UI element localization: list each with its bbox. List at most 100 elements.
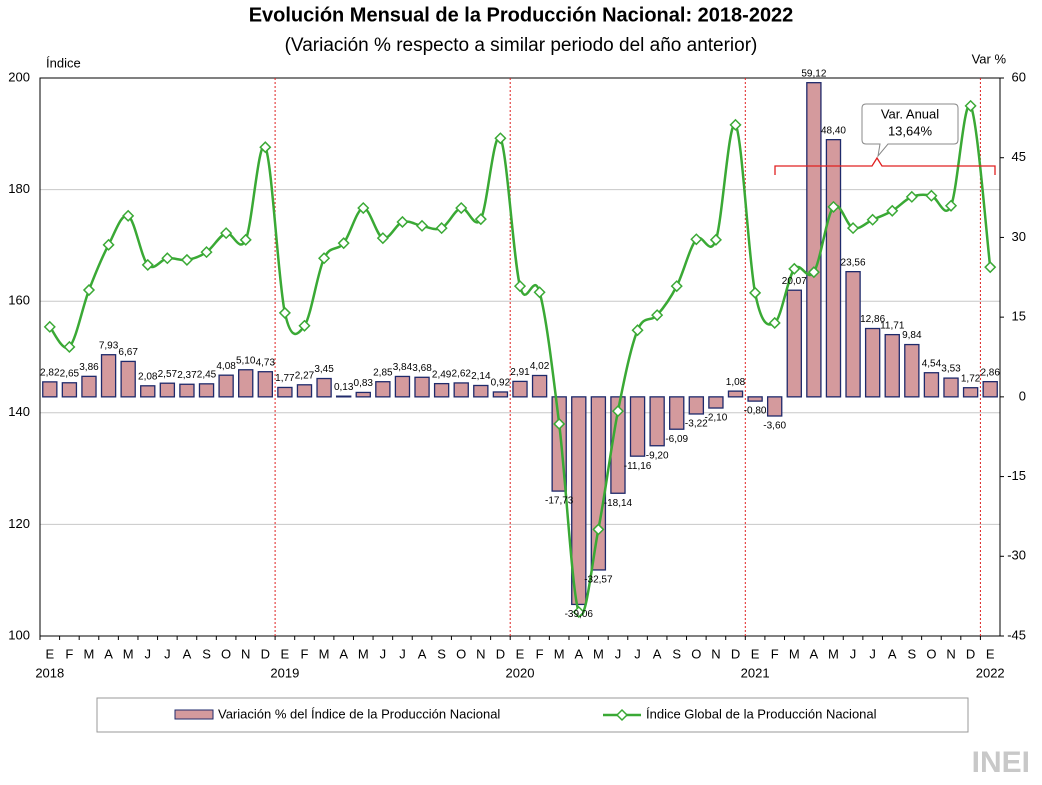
marker xyxy=(611,405,625,418)
value-label: 23,56 xyxy=(841,257,866,268)
value-label: 0,83 xyxy=(354,378,374,389)
marker xyxy=(122,209,135,222)
legend-swatch xyxy=(174,709,214,720)
bar xyxy=(943,377,959,398)
plot xyxy=(39,77,1001,637)
marker xyxy=(905,190,918,203)
x-tick-label: F xyxy=(771,646,779,661)
x-tick-label: J xyxy=(399,646,406,661)
bar xyxy=(786,289,802,398)
marker xyxy=(788,262,801,275)
year-label: 2022 xyxy=(976,665,1005,680)
x-tick-label: M xyxy=(593,646,604,661)
value-label: -18,14 xyxy=(604,498,633,509)
bar xyxy=(453,382,469,398)
bar xyxy=(42,381,58,398)
value-label: 4,08 xyxy=(216,361,236,372)
marker xyxy=(200,246,213,259)
x-tick-label: J xyxy=(615,646,622,661)
marker xyxy=(592,523,605,536)
value-label: 2,08 xyxy=(138,371,158,382)
marker xyxy=(533,286,546,299)
bar xyxy=(649,396,665,447)
x-tick-label: A xyxy=(653,646,662,661)
marker xyxy=(709,233,722,246)
value-label: 0,92 xyxy=(491,378,511,389)
marker xyxy=(161,252,174,265)
marker xyxy=(220,227,233,240)
bar xyxy=(433,382,450,398)
marker xyxy=(415,219,429,232)
marker xyxy=(180,253,193,266)
bar xyxy=(238,369,254,398)
x-tick-label: E xyxy=(281,646,290,661)
bar xyxy=(394,375,411,398)
marker xyxy=(357,201,370,215)
x-tick-label: S xyxy=(437,646,446,661)
legend-box xyxy=(96,697,969,733)
y2-tick-label: -30 xyxy=(1007,548,1026,563)
x-tick-label: J xyxy=(380,646,387,661)
x-tick-label: A xyxy=(418,646,427,661)
bar xyxy=(375,381,391,398)
bar xyxy=(531,374,548,398)
year-label: 2019 xyxy=(270,665,299,680)
y-axis-label: Índice xyxy=(46,55,81,70)
value-label: 11,71 xyxy=(880,320,905,331)
marker xyxy=(553,417,566,431)
bar xyxy=(727,390,744,398)
annotation: Var. Anual xyxy=(881,106,939,121)
value-label: 5,10 xyxy=(236,355,256,366)
x-tick-label: M xyxy=(554,646,565,661)
x-tick-label: J xyxy=(869,646,876,661)
bar xyxy=(159,382,176,398)
bar xyxy=(492,391,509,398)
bar xyxy=(845,271,861,398)
value-label: 12,86 xyxy=(860,314,885,325)
bar xyxy=(414,376,430,398)
value-label: 1,72 xyxy=(961,373,981,384)
plot-frame xyxy=(39,77,1001,637)
value-label: 2,82 xyxy=(40,368,60,379)
value-label: 48,40 xyxy=(821,125,846,136)
marker xyxy=(239,233,252,246)
bar xyxy=(257,371,274,398)
x-tick-label: N xyxy=(241,646,250,661)
bar xyxy=(982,381,998,398)
bar xyxy=(100,354,117,398)
bar xyxy=(766,396,783,417)
y2-tick-label: 0 xyxy=(1019,388,1026,403)
value-label: 3,84 xyxy=(393,362,413,373)
x-tick-label: M xyxy=(358,646,369,661)
marker xyxy=(944,199,958,212)
y-tick-label: 140 xyxy=(8,404,30,419)
x-tick-label: J xyxy=(850,646,857,661)
value-label: 9,84 xyxy=(902,330,922,341)
value-label: 59,12 xyxy=(801,68,826,79)
y-tick-label: 180 xyxy=(8,181,30,196)
value-label: 7,93 xyxy=(99,340,119,351)
x-tick-label: N xyxy=(946,646,955,661)
marker xyxy=(102,238,115,251)
bar xyxy=(277,386,293,398)
annotation: 13,64% xyxy=(888,123,933,138)
x-tick-label: N xyxy=(476,646,485,661)
marker xyxy=(396,215,409,229)
marker xyxy=(807,266,820,279)
bar xyxy=(904,343,920,398)
x-tick-label: S xyxy=(202,646,211,661)
value-label: -32,57 xyxy=(584,575,613,586)
x-tick-label: M xyxy=(123,646,134,661)
x-tick-label: J xyxy=(634,646,641,661)
legend-label: Variación % del Índice de la Producción … xyxy=(218,706,500,721)
x-tick-label: A xyxy=(810,646,819,661)
y2-tick-label: -15 xyxy=(1007,468,1026,483)
x-tick-label: O xyxy=(926,646,936,661)
year-label: 2021 xyxy=(741,665,770,680)
annotation-callout xyxy=(861,103,959,158)
value-label: 2,62 xyxy=(451,369,471,380)
y2-tick-label: 60 xyxy=(1012,69,1026,84)
bar xyxy=(296,384,313,398)
marker xyxy=(298,319,311,332)
